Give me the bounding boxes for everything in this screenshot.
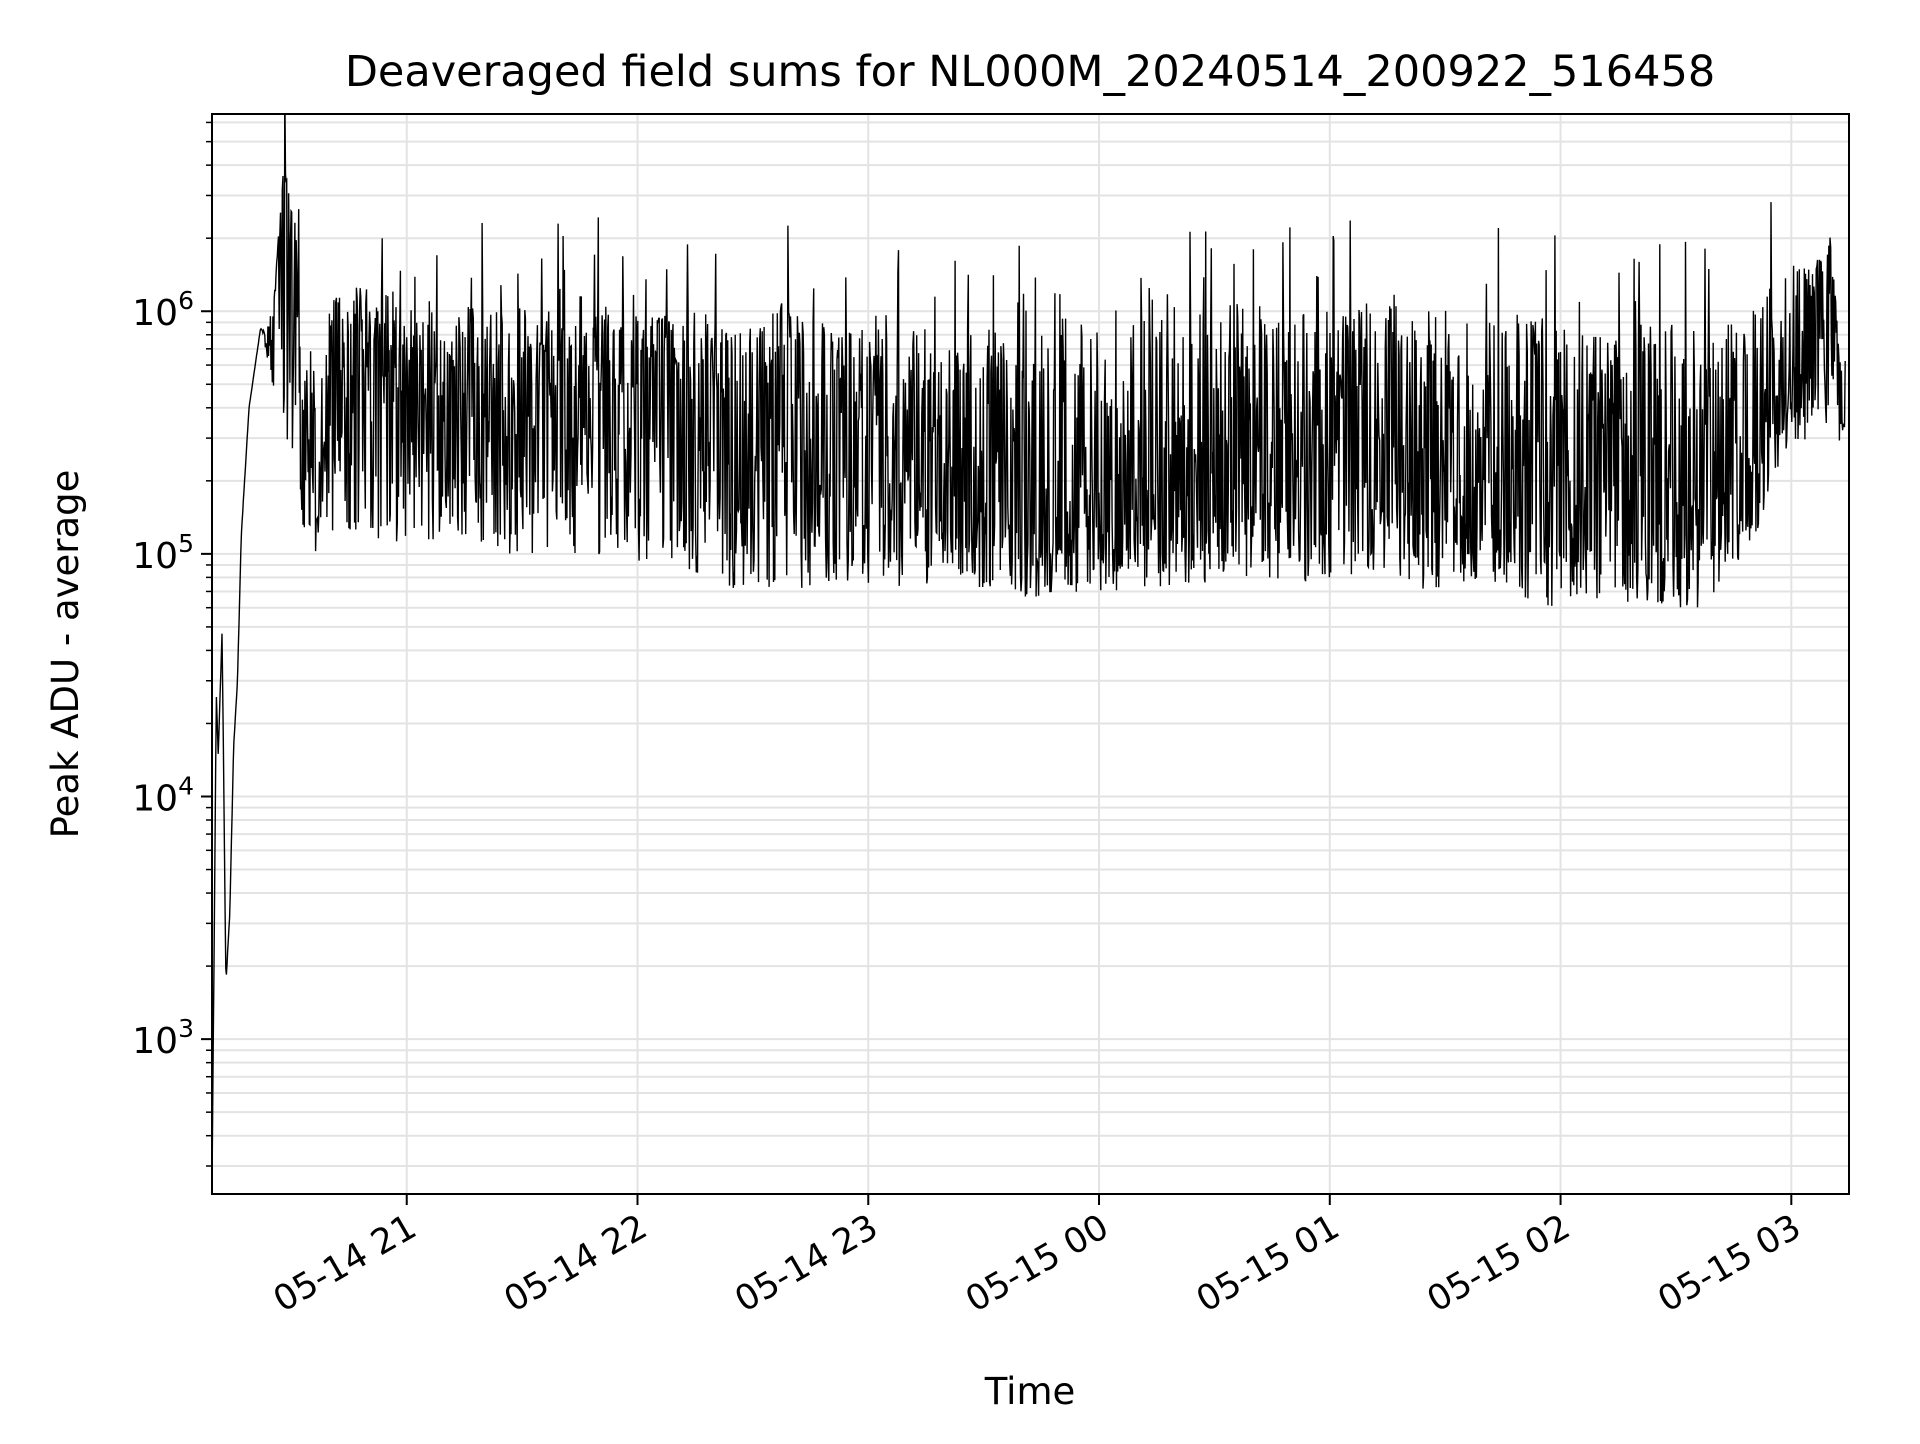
series-layer <box>212 114 1846 1190</box>
y-tick-label: 105 <box>132 529 194 577</box>
y-tick-label: 104 <box>132 772 194 820</box>
plot-frame <box>211 113 1850 1195</box>
grid <box>212 114 1849 1194</box>
y-tick-label: 103 <box>132 1014 194 1062</box>
y-tick-label: 106 <box>132 286 194 334</box>
series-line <box>212 114 1846 1190</box>
chart-title: Deaveraged field sums for NL000M_2024051… <box>345 47 1715 97</box>
y-axis-label: Peak ADU - average <box>44 470 87 839</box>
x-axis-label: Time <box>984 1370 1076 1413</box>
